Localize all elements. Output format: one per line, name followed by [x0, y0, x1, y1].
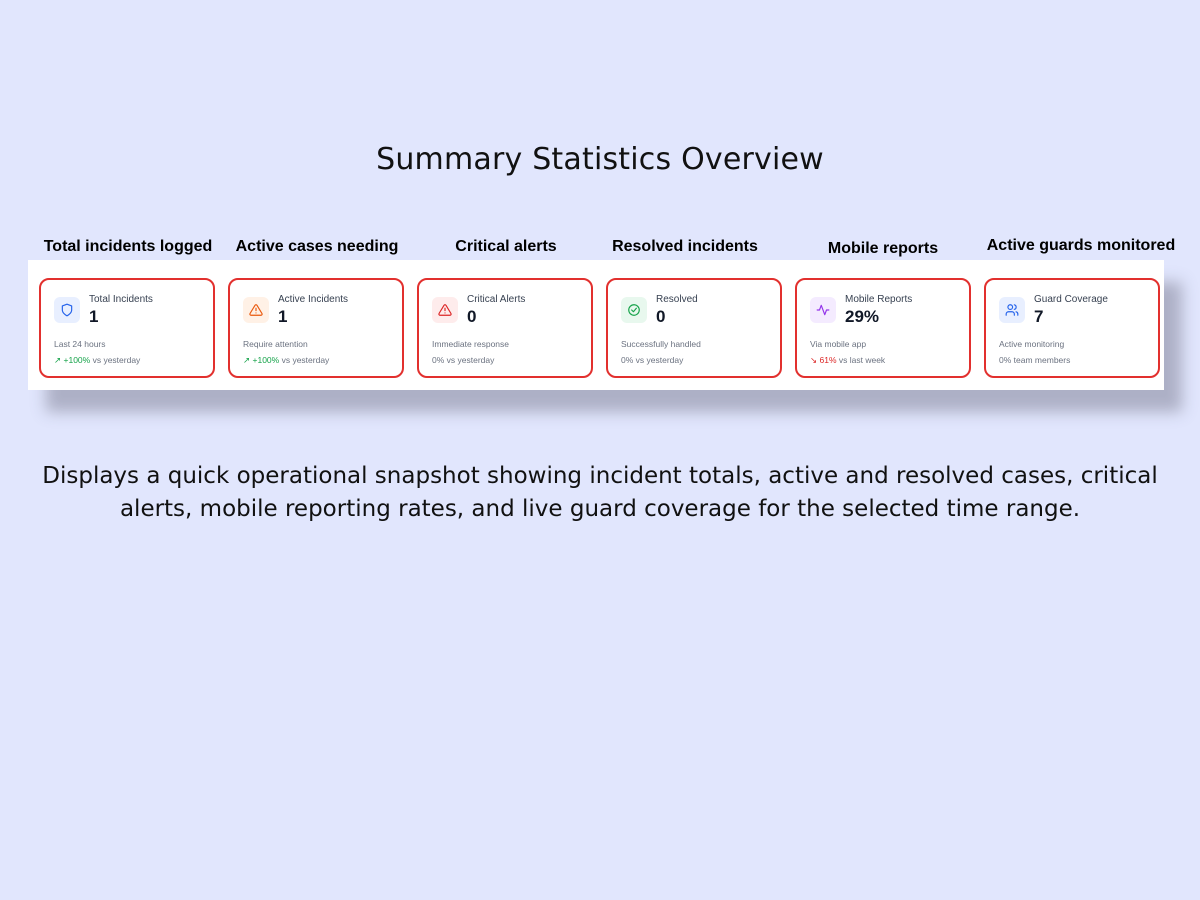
card-label: Guard Coverage	[1034, 294, 1108, 305]
annotation-resolved-incidents: Resolved incidents	[612, 238, 758, 255]
trend-value: +100%	[63, 355, 91, 365]
stat-card-mobile-reports[interactable]: Mobile Reports 29% Via mobile app ↘ 61% …	[795, 278, 971, 378]
alert-triangle-icon	[432, 297, 458, 323]
activity-icon	[810, 297, 836, 323]
card-subtitle: Successfully handled	[621, 339, 701, 349]
card-value: 0	[656, 307, 666, 326]
card-subtitle: Last 24 hours	[54, 339, 106, 349]
annotation-mobile-reports: Mobile reports	[827, 240, 939, 257]
card-value: 29%	[845, 307, 880, 326]
trend-up-icon: ↗	[54, 355, 62, 365]
card-value: 1	[89, 307, 99, 326]
card-value: 0	[467, 307, 477, 326]
trend-text: vs yesterday	[446, 355, 495, 365]
card-label: Critical Alerts	[467, 294, 526, 305]
card-trend: ↘ 61% vs last week	[810, 355, 885, 366]
card-label: Total Incidents	[89, 294, 153, 305]
stats-panel: Total Incidents 1 Last 24 hours ↗ +100% …	[28, 260, 1164, 390]
shield-icon	[54, 297, 80, 323]
stat-card-guard-coverage[interactable]: Guard Coverage 7 Active monitoring 0% te…	[984, 278, 1160, 378]
trend-text: team members	[1013, 355, 1071, 365]
trend-text: vs yesterday	[92, 355, 141, 365]
trend-value: 61%	[819, 355, 837, 365]
users-icon	[999, 297, 1025, 323]
annotation-total-incidents: Total incidents logged	[43, 238, 213, 255]
card-value: 1	[278, 307, 288, 326]
stat-card-total-incidents[interactable]: Total Incidents 1 Last 24 hours ↗ +100% …	[39, 278, 215, 378]
trend-value: +100%	[252, 355, 280, 365]
stat-card-active-incidents[interactable]: Active Incidents 1 Require attention ↗ +…	[228, 278, 404, 378]
annotation-guards-monitored: Active guards monitored	[986, 237, 1176, 254]
card-label: Resolved	[656, 294, 698, 305]
card-subtitle: Active monitoring	[999, 339, 1065, 349]
trend-down-icon: ↘	[810, 355, 818, 365]
trend-value: 0%	[999, 355, 1012, 365]
card-value: 7	[1034, 307, 1044, 326]
card-subtitle: Require attention	[243, 339, 308, 349]
card-trend: 0% vs yesterday	[432, 355, 494, 365]
trend-text: vs yesterday	[635, 355, 684, 365]
annotation-critical-alerts: Critical alerts	[455, 238, 557, 255]
card-trend: ↗ +100% vs yesterday	[54, 355, 140, 366]
trend-value: 0%	[621, 355, 634, 365]
card-trend: ↗ +100% vs yesterday	[243, 355, 329, 366]
trend-text: vs last week	[838, 355, 886, 365]
card-label: Active Incidents	[278, 294, 349, 305]
card-trend: 0% vs yesterday	[621, 355, 683, 365]
card-subtitle: Immediate response	[432, 339, 510, 349]
warning-triangle-icon	[243, 297, 269, 323]
card-subtitle: Via mobile app	[810, 339, 867, 349]
trend-value: 0%	[432, 355, 445, 365]
card-trend: 0% team members	[999, 355, 1070, 365]
description-text: Displays a quick operational snapshot sh…	[42, 463, 1158, 522]
check-circle-icon	[621, 297, 647, 323]
trend-text: vs yesterday	[281, 355, 330, 365]
card-label: Mobile Reports	[845, 294, 913, 305]
page-title: Summary Statistics Overview	[376, 142, 824, 177]
trend-up-icon: ↗	[243, 355, 251, 365]
stat-card-resolved[interactable]: Resolved 0 Successfully handled 0% vs ye…	[606, 278, 782, 378]
stat-card-critical-alerts[interactable]: Critical Alerts 0 Immediate response 0% …	[417, 278, 593, 378]
